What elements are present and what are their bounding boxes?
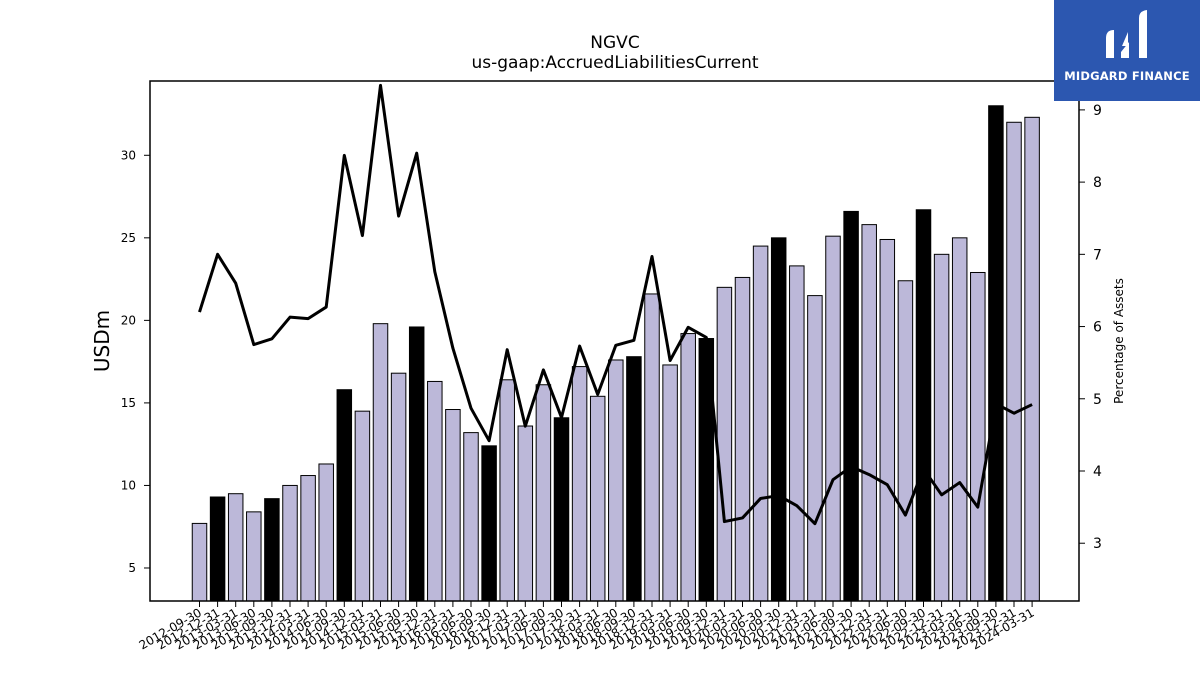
plot-frame	[149, 80, 1080, 602]
bar-2022-06-30	[897, 280, 914, 602]
y-axis-right: 3 4 5 6 7 8 9	[1079, 103, 1102, 552]
chart-title: NGVC	[590, 33, 639, 53]
bar-2024-03-31	[1024, 116, 1040, 602]
bar-2019-06-30	[680, 333, 696, 602]
bar-2012-09-30	[191, 522, 208, 602]
bar-2017-09-30	[553, 417, 570, 602]
bar-2016-03-31	[445, 409, 461, 602]
y-tick-label: 25	[121, 231, 136, 245]
y2-tick-label: 5	[1093, 392, 1102, 408]
bar-2015-09-30	[408, 326, 425, 602]
y-tick-label: 30	[121, 148, 136, 162]
bar-2014-03-31	[300, 475, 316, 602]
bar-group	[191, 105, 1040, 602]
bar-2018-12-31	[644, 293, 660, 602]
y-tick-label: 20	[121, 313, 136, 327]
bar-2013-09-30	[264, 498, 280, 602]
y-tick-label: 5	[128, 561, 136, 575]
bar-2017-12-31	[571, 366, 588, 602]
y2-tick-label: 9	[1093, 103, 1102, 119]
brand-name: MIDGARD FINANCE	[1064, 69, 1190, 83]
brand-logo: MIDGARD FINANCE	[1054, 0, 1200, 101]
bar-2020-09-30	[770, 237, 787, 602]
bar-2018-06-30	[608, 359, 624, 602]
bar-2019-12-31	[716, 286, 733, 602]
bar-2014-09-30	[336, 389, 353, 602]
bar-2023-12-31	[1006, 121, 1022, 602]
bar-2013-12-31	[282, 484, 298, 602]
percentage-line	[198, 83, 1033, 526]
bar-2012-12-31	[209, 496, 226, 602]
x-axis: 2012-09-302012-12-312013-03-312013-06-30…	[137, 601, 1037, 652]
bar-2016-06-30	[463, 432, 479, 602]
bar-2021-03-31	[807, 295, 823, 602]
bar-2021-06-30	[825, 235, 841, 602]
y2-tick-label: 4	[1093, 464, 1102, 480]
bar-2015-12-31	[427, 380, 443, 602]
bar-2013-06-30	[246, 511, 262, 602]
y2-tick-label: 8	[1093, 175, 1102, 191]
y-tick-label: 10	[121, 478, 136, 492]
y-axis-label-left: USDm	[90, 310, 114, 372]
bar-2015-03-31	[372, 323, 389, 602]
y2-tick-label: 3	[1093, 536, 1102, 552]
bar-2023-06-30	[970, 271, 986, 602]
bar-2020-03-31	[734, 276, 751, 602]
bar-2021-09-30	[843, 210, 859, 602]
y2-tick-label: 6	[1093, 320, 1102, 336]
bar-2014-06-30	[318, 463, 334, 602]
y-axis-label-right: Percentage of Assets	[1112, 278, 1126, 404]
bar-2021-12-31	[861, 224, 877, 602]
bar-2016-09-30	[481, 445, 497, 602]
bar-2022-09-30	[915, 209, 932, 602]
bar-2014-12-31	[354, 410, 371, 602]
y2-tick-label: 7	[1093, 247, 1102, 263]
bar-2017-06-30	[535, 384, 552, 602]
bar-2018-09-30	[626, 356, 642, 602]
bar-2017-03-31	[517, 425, 534, 602]
bar-2015-06-30	[390, 372, 407, 602]
y-tick-label: 15	[121, 396, 136, 410]
bar-2022-03-31	[879, 238, 896, 602]
chart-subtitle: us-gaap:AccruedLiabilitiesCurrent	[471, 53, 758, 73]
y-axis-left: 5 10 15 20 25 30	[121, 148, 150, 575]
bar-2020-12-31	[789, 265, 805, 602]
bar-2016-12-31	[499, 379, 515, 602]
bar-2023-03-31	[951, 237, 968, 602]
bar-2023-09-30	[988, 105, 1004, 602]
bar-2022-12-31	[933, 253, 950, 602]
bar-2020-06-30	[752, 245, 769, 602]
brand-mark-icon	[1106, 10, 1147, 58]
bar-2018-03-31	[589, 395, 606, 602]
bar-2019-03-31	[662, 364, 678, 602]
bar-2013-03-31	[227, 493, 244, 602]
